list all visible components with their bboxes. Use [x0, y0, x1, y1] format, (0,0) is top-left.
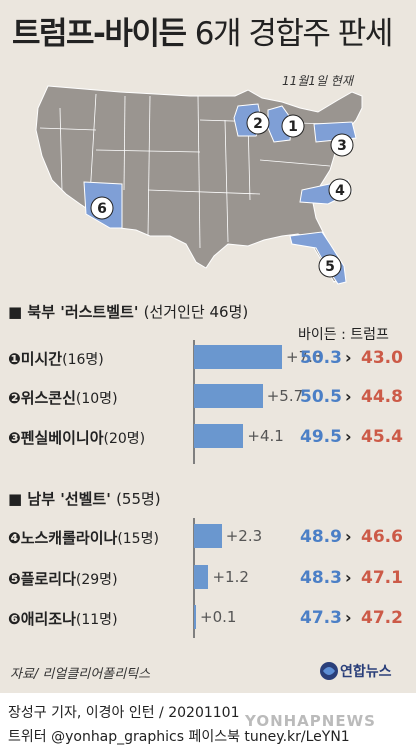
- yonhap-logo: [320, 662, 338, 680]
- margin-label: +7.3: [286, 348, 323, 366]
- state-label: 펜실베이니아: [20, 429, 104, 447]
- margin-label: +4.1: [247, 427, 284, 445]
- state-row: ❻애리조나(11명) +0.1 47.3 › 47.2: [0, 601, 416, 633]
- elector-count: (16명): [62, 352, 104, 368]
- state-row: ❹노스캐롤라이나(15명) +2.3 48.9 › 46.6: [0, 520, 416, 552]
- margin-bar: [194, 384, 263, 408]
- axis-line-south: [193, 518, 195, 638]
- state-label: 애리조나: [20, 610, 76, 628]
- title-main: 트럼프-바이든: [12, 16, 187, 52]
- marker-1: 1: [288, 119, 298, 135]
- page-title: 트럼프-바이든 6개 경합주 판세: [12, 8, 394, 53]
- state-name: ❹노스캐롤라이나(15명): [8, 527, 159, 548]
- biden-value: 49.5: [300, 427, 342, 447]
- greater-than-icon: ›: [345, 527, 352, 546]
- elector-count: (11명): [75, 612, 118, 628]
- state-row: ❶미시간(16명) +7.3 50.3 › 43.0: [0, 341, 416, 373]
- border-line: [123, 95, 126, 191]
- trump-value: 46.6: [361, 527, 403, 547]
- margin-label: +0.1: [200, 608, 237, 626]
- border-line: [59, 107, 63, 191]
- credit-line-2: 트위터 @yonhap_graphics 페이스북 tuney.kr/LeYN1: [8, 729, 350, 745]
- state-marker: ❶: [8, 350, 21, 368]
- greater-than-icon: ›: [345, 387, 352, 406]
- trump-value: 44.8: [361, 387, 403, 407]
- state-name: ❷위스콘신(10명): [8, 387, 118, 408]
- state-name: ❸펜실베이니아(20명): [8, 427, 145, 448]
- state-name: ❶미시간(16명): [8, 348, 104, 369]
- border-line: [197, 95, 201, 249]
- greater-than-icon: ›: [345, 608, 352, 627]
- marker-3: 3: [337, 138, 347, 154]
- border-line: [39, 127, 97, 131]
- border-line: [147, 95, 151, 237]
- biden-value: 50.5: [300, 387, 342, 407]
- marker-6: 6: [97, 201, 107, 217]
- margin-bar: [194, 565, 209, 589]
- state-label: 미시간: [20, 350, 63, 368]
- marker-4: 4: [335, 183, 345, 199]
- biden-value: 48.3: [300, 568, 342, 588]
- state-name: ❺플로리다(29명): [8, 568, 118, 589]
- section-title-south: ■ 남부 '선벨트' (55명): [8, 490, 161, 508]
- date-note: 11월1일 현재: [282, 74, 353, 88]
- margin-label: +5.7: [266, 387, 304, 405]
- elector-count: (29명): [75, 572, 118, 588]
- column-header: 바이든 : 트럼프: [298, 327, 389, 343]
- elector-count: (10명): [75, 391, 118, 407]
- border-line: [224, 119, 229, 243]
- state-label: 노스캐롤라이나: [20, 529, 118, 547]
- state-marker: ❸: [8, 429, 21, 447]
- biden-value: 50.3: [300, 348, 342, 368]
- border-line: [259, 159, 331, 167]
- trump-value: 47.1: [361, 568, 403, 588]
- state-name: ❻애리조나(11명): [8, 608, 118, 629]
- border-line: [95, 149, 201, 153]
- section-title-north: ■ 북부 '러스트벨트' (선거인단 46명): [8, 303, 249, 321]
- margin-bar: [194, 524, 222, 548]
- state-marker: ❺: [8, 570, 21, 588]
- state-borders: [39, 93, 331, 249]
- state-label: 위스콘신: [20, 389, 76, 407]
- margin-label: +1.2: [212, 568, 249, 586]
- margin-bar: [194, 424, 244, 448]
- margin-bar: [194, 345, 282, 369]
- state-row: ❷위스콘신(10명) +5.7 50.5 › 44.8: [0, 380, 416, 412]
- trump-value: 43.0: [361, 348, 403, 368]
- logo-text: 연합뉴스: [340, 664, 392, 680]
- state-marker: ❻: [8, 610, 21, 628]
- biden-value: 47.3: [300, 608, 342, 628]
- state-marker: ❹: [8, 529, 21, 547]
- biden-value: 48.9: [300, 527, 342, 547]
- trump-value: 47.2: [361, 608, 403, 628]
- state-markers: 1 2 3 4 5 6: [90, 111, 354, 278]
- margin-label: +2.3: [225, 527, 263, 545]
- greater-than-icon: ›: [345, 427, 352, 446]
- border-line: [147, 189, 261, 195]
- state-row: ❺플로리다(29명) +1.2 48.3 › 47.1: [0, 561, 416, 593]
- us-map: 1 2 3 4 5 6: [35, 85, 363, 285]
- credit-line-1: 장성구 기자, 이경아 인턴 / 20201101: [8, 705, 240, 721]
- watermark: YONHAPNEWS: [245, 712, 376, 730]
- state-label: 플로리다: [20, 570, 76, 588]
- marker-5: 5: [325, 259, 335, 275]
- margin-bar: [194, 605, 196, 629]
- greater-than-icon: ›: [345, 348, 352, 367]
- elector-count: (15명): [117, 531, 159, 547]
- source-note: 자료/ 리얼클리어폴리틱스: [10, 667, 151, 682]
- state-marker: ❷: [8, 389, 21, 407]
- title-sub: 6개 경합주 판세: [194, 16, 394, 52]
- elector-count: (20명): [103, 431, 146, 447]
- border-line: [89, 93, 97, 197]
- greater-than-icon: ›: [345, 568, 352, 587]
- trump-value: 45.4: [361, 427, 403, 447]
- axis-line-north: [193, 340, 195, 464]
- marker-2: 2: [253, 116, 263, 132]
- state-row: ❸펜실베이니아(20명) +4.1 49.5 › 45.4: [0, 420, 416, 452]
